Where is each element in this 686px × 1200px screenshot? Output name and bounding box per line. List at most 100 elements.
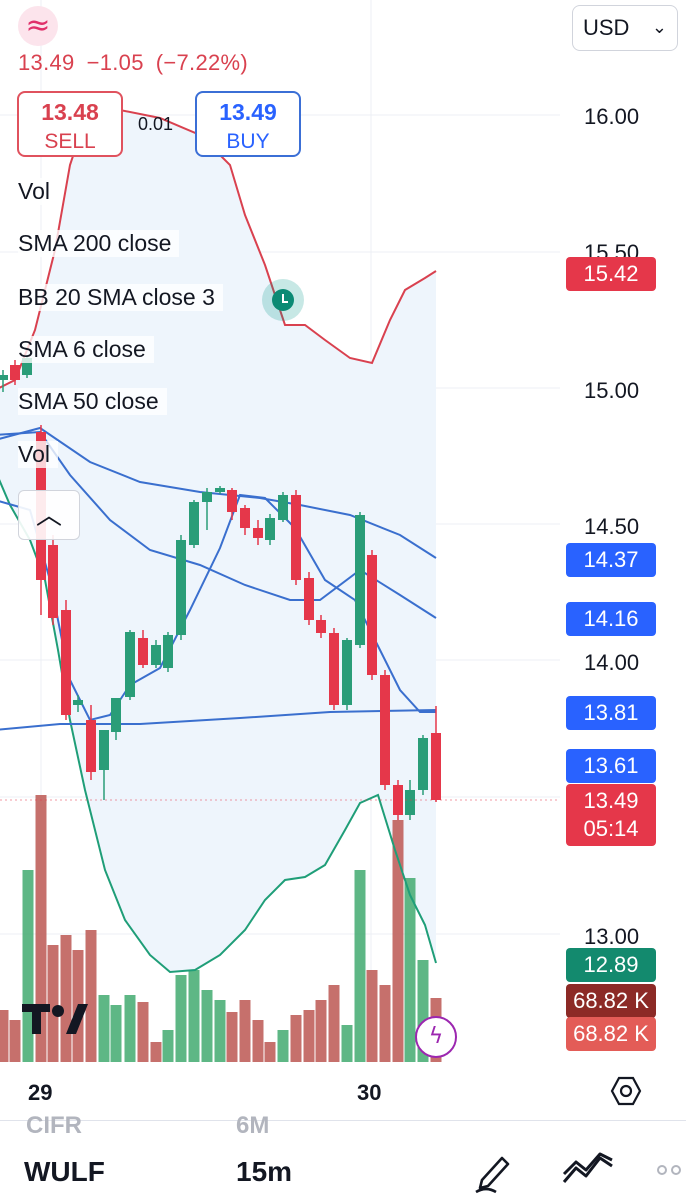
candle-body <box>176 540 186 635</box>
volume-bar <box>417 960 429 1062</box>
chevron-up-icon[interactable]: ︿ <box>18 490 80 540</box>
buy-button[interactable]: 13.49 BUY <box>195 91 301 157</box>
candle-body <box>227 490 237 512</box>
volume-bar <box>60 935 72 1062</box>
price-axis-label: 15.00 <box>584 378 640 403</box>
candle-body <box>367 555 377 675</box>
lightning-icon[interactable]: ϟ <box>415 1016 457 1058</box>
candle-body <box>431 733 441 800</box>
volume-bar <box>188 970 200 1062</box>
indicator-legend-bb[interactable]: BB 20 SMA close 3 <box>18 284 223 311</box>
candle-body <box>61 610 71 715</box>
candle-body <box>278 495 288 520</box>
sell-button[interactable]: 13.48 SELL <box>17 91 123 157</box>
indicator-legend-vol-2[interactable]: Vol <box>18 441 58 468</box>
previous-symbol-ghost: CIFR <box>26 1112 82 1139</box>
volume-bar <box>354 870 366 1062</box>
last-price-badge: 13.49 05:14 <box>566 784 656 846</box>
candle-body <box>304 578 314 620</box>
sma-badge: 14.16 <box>566 602 656 636</box>
candle-body <box>189 502 199 545</box>
tradingview-logo <box>22 1004 88 1034</box>
volume-bar <box>47 945 59 1062</box>
candle-body <box>22 358 32 375</box>
time-axis-label: 30 <box>357 1080 382 1105</box>
candle-body <box>329 633 339 705</box>
candle-body <box>138 638 148 665</box>
volume-bar <box>201 990 213 1062</box>
sell-price: 13.48 <box>41 99 99 125</box>
currency-value: USD <box>583 15 630 40</box>
candle-body <box>253 528 263 538</box>
candle-body <box>48 545 58 618</box>
price-axis-label: 13.00 <box>584 924 640 949</box>
volume-bar <box>328 985 340 1062</box>
more-icon[interactable] <box>652 1160 682 1180</box>
bar-countdown: 05:14 <box>583 816 639 841</box>
price-change-pct: (−7.22%) <box>155 50 249 75</box>
candle-body <box>215 488 225 492</box>
bollinger-upper-line <box>0 108 437 389</box>
hexagon-settings-icon[interactable] <box>610 1075 642 1107</box>
volume-bar <box>0 1010 9 1062</box>
volume-bar <box>239 1000 251 1062</box>
previous-interval-ghost: 6M <box>236 1112 270 1139</box>
volume-bar <box>379 985 391 1062</box>
candle-body <box>99 730 109 770</box>
bb-upper-badge: 15.42 <box>566 257 656 291</box>
candle-body <box>265 518 275 540</box>
volume-bar <box>226 1012 238 1062</box>
volume-bar <box>277 1030 289 1062</box>
candle-body <box>342 640 352 705</box>
candle-body <box>355 515 365 645</box>
candle-body <box>151 645 161 665</box>
candle-body <box>111 698 121 732</box>
candle-body <box>393 785 403 815</box>
candle-body <box>291 495 301 580</box>
pen-icon[interactable] <box>470 1148 516 1194</box>
chevron-down-icon: ⌄ <box>651 17 667 38</box>
price-change-line: 13.49 −1.05 (−7.22%) <box>18 50 260 76</box>
volume-bar <box>290 1015 302 1062</box>
volume-bar <box>9 1020 21 1062</box>
volume-bar <box>214 1000 226 1062</box>
sell-label: SELL <box>44 130 96 153</box>
volume-bar <box>124 995 136 1062</box>
volume-bar <box>162 1030 174 1062</box>
volume-bar <box>150 1042 162 1062</box>
last-price: 13.49 <box>18 50 75 75</box>
interval-button[interactable]: 15m <box>236 1156 293 1187</box>
volume-bar <box>175 975 187 1062</box>
symbol-logo-icon[interactable]: ≈ <box>18 6 58 46</box>
volume-bar <box>35 795 47 1062</box>
sma-badge: 13.61 <box>566 749 656 783</box>
candle-body <box>202 492 212 502</box>
sma-badge: 13.81 <box>566 696 656 730</box>
candle-body <box>73 700 83 705</box>
currency-select[interactable]: USD ⌄ <box>572 5 678 51</box>
last-price-badge-value: 13.49 <box>583 788 639 813</box>
volume-badge: 68.82 K <box>566 1017 656 1051</box>
volume-bar <box>264 1042 276 1062</box>
symbol-button[interactable]: WULF <box>24 1156 105 1187</box>
candle-body <box>418 738 428 790</box>
buy-label: BUY <box>226 130 270 153</box>
alarm-clock-icon[interactable] <box>262 279 304 321</box>
indicator-legend-sma-50[interactable]: SMA 50 close <box>18 388 167 415</box>
spread-value: 0.01 <box>138 114 174 134</box>
volume-bar <box>315 1000 327 1062</box>
volume-bar <box>252 1020 264 1062</box>
bollinger-basis-line <box>0 430 437 619</box>
indicator-legend-sma-200[interactable]: SMA 200 close <box>18 230 180 257</box>
indicators-icon[interactable] <box>562 1152 614 1188</box>
volume-badge: 68.82 K <box>566 984 656 1018</box>
candle-body <box>240 508 250 528</box>
sma-200-line <box>0 709 437 731</box>
price-axis-label: 14.00 <box>584 650 640 675</box>
volume-bar <box>22 870 34 1062</box>
bb-lower-badge: 12.89 <box>566 948 656 982</box>
candle-body <box>163 635 173 668</box>
indicator-legend-vol[interactable]: Vol <box>18 178 58 205</box>
indicator-legend-sma-6[interactable]: SMA 6 close <box>18 336 154 363</box>
bottom-toolbar <box>0 1120 686 1200</box>
